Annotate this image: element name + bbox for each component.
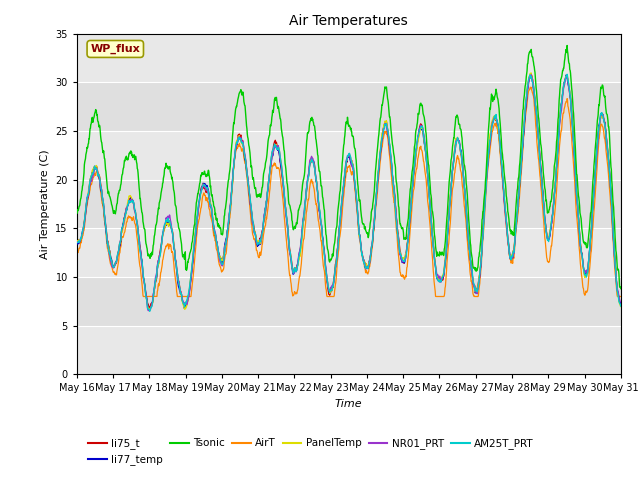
Legend: li75_t, li77_temp, Tsonic, AirT, PanelTemp, NR01_PRT, AM25T_PRT: li75_t, li77_temp, Tsonic, AirT, PanelTe… [84, 434, 538, 469]
Y-axis label: Air Temperature (C): Air Temperature (C) [40, 149, 50, 259]
Title: Air Temperatures: Air Temperatures [289, 14, 408, 28]
X-axis label: Time: Time [335, 399, 363, 409]
Text: WP_flux: WP_flux [90, 44, 140, 54]
Bar [77, 277, 621, 326]
Bar [77, 180, 621, 228]
Bar [77, 82, 621, 131]
